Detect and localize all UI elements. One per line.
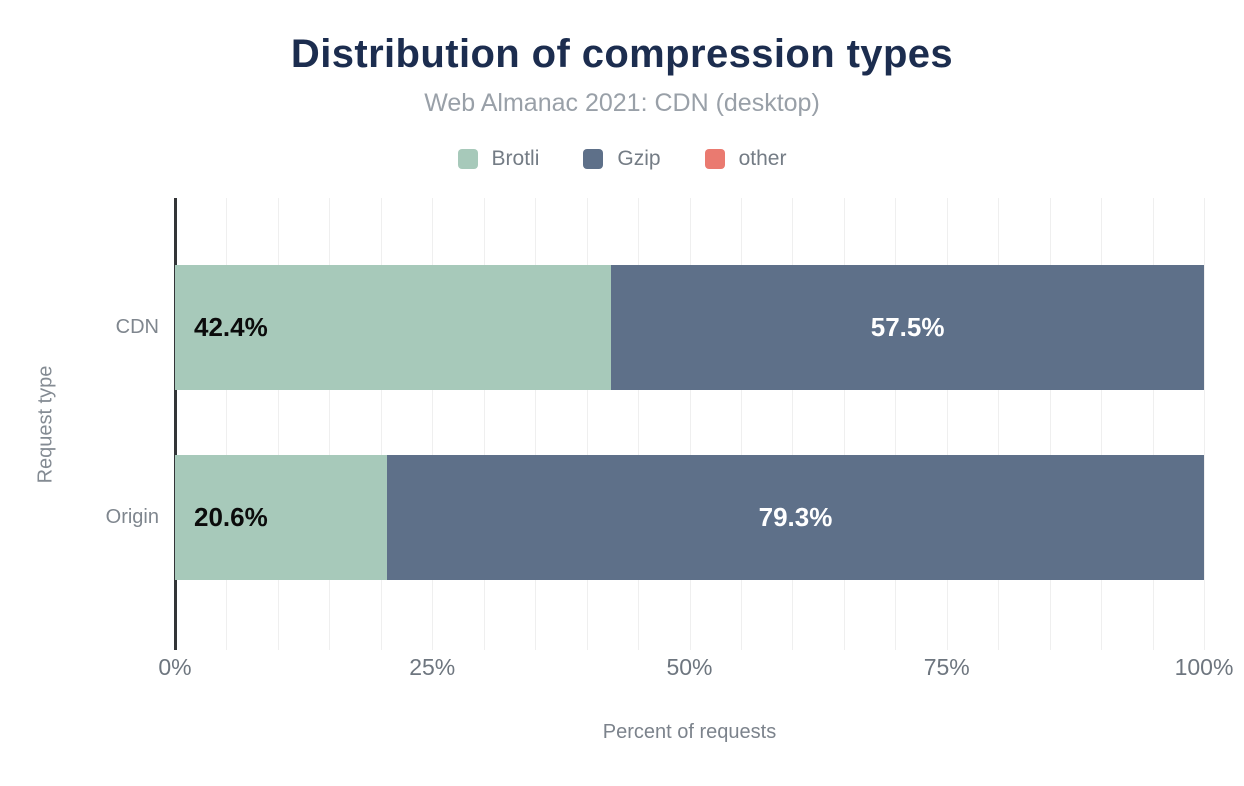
gridline-40 <box>586 198 588 650</box>
gridline-100 <box>1204 198 1205 650</box>
gridline-5 <box>226 198 228 650</box>
category-label-origin: Origin <box>105 506 159 528</box>
x-axis-ticks: 0% 25% 50% 75% 100% <box>158 654 1233 684</box>
gridline-80 <box>998 198 1000 650</box>
bar-origin: 20.6% 79.3% <box>175 455 1204 580</box>
gridline-90 <box>1101 198 1103 650</box>
gridline-55 <box>740 198 742 650</box>
chart-subtitle: Web Almanac 2021: CDN (desktop) <box>424 89 820 117</box>
gridline-65 <box>843 198 845 650</box>
legend-label-gzip: Gzip <box>617 147 661 170</box>
gridline-30 <box>483 198 485 650</box>
bar-segment-cdn-brotli[interactable]: 42.4% <box>175 265 612 390</box>
x-tick-50: 50% <box>666 654 713 680</box>
gridline-60 <box>792 198 794 650</box>
gridline-10 <box>277 198 279 650</box>
legend: Brotli Gzip other <box>0 147 1244 171</box>
chart-title: Distribution of compression types <box>290 32 954 76</box>
gridline-15 <box>329 198 331 650</box>
bar-cdn: 42.4% 57.5% <box>175 265 1204 390</box>
x-axis-title: Percent of requests <box>602 721 777 743</box>
gridline-20 <box>380 198 382 650</box>
legend-swatch-gzip <box>583 149 604 169</box>
x-tick-25: 25% <box>409 654 456 680</box>
x-tick-75: 75% <box>923 654 970 680</box>
legend-swatch-other <box>704 149 725 169</box>
x-tick-100: 100% <box>1174 654 1234 680</box>
gridline-50 <box>689 198 691 650</box>
bar-segment-origin-gzip[interactable]: 79.3% <box>386 455 1204 580</box>
category-label-cdn: CDN <box>115 316 159 338</box>
gridline-25 <box>432 198 434 650</box>
gridline-45 <box>638 198 640 650</box>
bar-value-label-origin-brotli: 20.6% <box>194 502 268 532</box>
gridline-85 <box>1049 198 1051 650</box>
gridline-75 <box>946 198 948 650</box>
bar-value-label-origin-gzip: 79.3% <box>758 502 833 532</box>
bar-segment-origin-brotli[interactable]: 20.6% <box>175 455 387 580</box>
bar-value-label-cdn-brotli: 42.4% <box>194 312 268 342</box>
plot-area: 42.4% 57.5% CDN 20.6% 79.3% Origin <box>106 198 1205 650</box>
gridline-70 <box>895 198 897 650</box>
y-axis-line <box>174 198 177 650</box>
bar-segment-cdn-gzip[interactable]: 57.5% <box>611 265 1204 390</box>
legend-label-other: other <box>738 147 787 170</box>
bar-value-label-cdn-gzip: 57.5% <box>870 312 945 342</box>
legend-item-brotli[interactable]: Brotli <box>457 147 540 171</box>
gridline-95 <box>1152 198 1154 650</box>
legend-item-other[interactable]: other <box>704 147 787 171</box>
legend-label-brotli: Brotli <box>491 147 540 170</box>
gridline-35 <box>535 198 537 650</box>
legend-swatch-brotli <box>457 149 478 169</box>
x-tick-0: 0% <box>158 654 192 680</box>
legend-item-gzip[interactable]: Gzip <box>583 147 661 171</box>
